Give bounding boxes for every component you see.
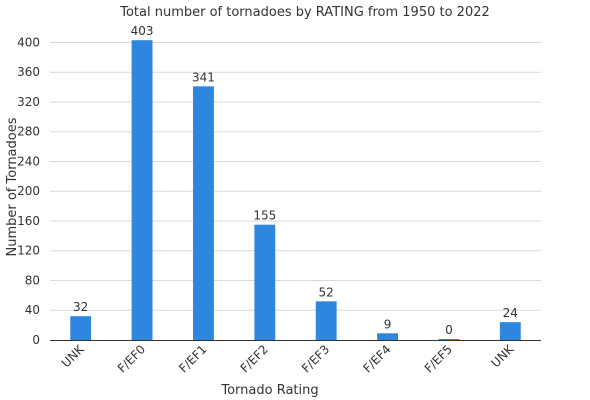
data-label: 403 [131,24,154,38]
x-tick-label: F/EF2 [238,342,271,375]
y-tick-label: 200 [17,184,40,198]
x-tick-label: F/EF5 [422,342,455,375]
chart-title: Total number of tornadoes by RATING from… [119,5,490,20]
bar [70,316,92,340]
y-tick-label: 80 [25,273,40,287]
bar [438,339,460,340]
data-label: 52 [319,285,334,299]
data-label: 32 [73,300,88,314]
bars [70,40,521,341]
data-labels: 32 403 341 155 52 9 0 24 [73,24,518,337]
y-axis-title: Number of Tornadoes [5,117,20,256]
y-tick-label: 360 [17,65,40,79]
y-tick-label: 40 [25,303,40,317]
x-tick-label: F/EF1 [176,342,209,375]
data-label: 24 [503,306,518,320]
x-tick-label: F/EF3 [299,342,332,375]
y-tick-label: 240 [17,154,40,168]
bar [315,301,337,340]
data-label: 9 [384,317,392,331]
bar [131,40,153,341]
y-tick-label: 280 [17,125,40,139]
x-tick-label: F/EF4 [360,342,393,375]
x-axis-title: Tornado Rating [220,383,318,398]
x-tick-label: UNK [488,341,517,370]
data-label: 155 [253,209,276,223]
y-tick-label: 0 [32,333,40,347]
y-tick-label: 120 [17,244,40,258]
bar [499,322,521,340]
x-tick-label: F/EF0 [115,342,148,375]
data-label: 341 [192,70,215,84]
bar [377,333,398,340]
y-tick-label: 320 [17,95,40,109]
y-tick-labels: 0 40 80 120 160 200 240 280 320 360 400 [17,35,40,347]
y-gridlines [50,41,541,311]
data-label: 0 [445,323,453,337]
bar [193,86,214,340]
x-tick-label: UNK [59,341,88,370]
y-tick-label: 160 [17,214,40,228]
bar [254,224,276,340]
y-tick-label: 400 [17,35,40,49]
x-tick-labels: UNK F/EF0 F/EF1 F/EF2 F/EF3 F/EF4 F/EF5 UNK [59,341,517,375]
